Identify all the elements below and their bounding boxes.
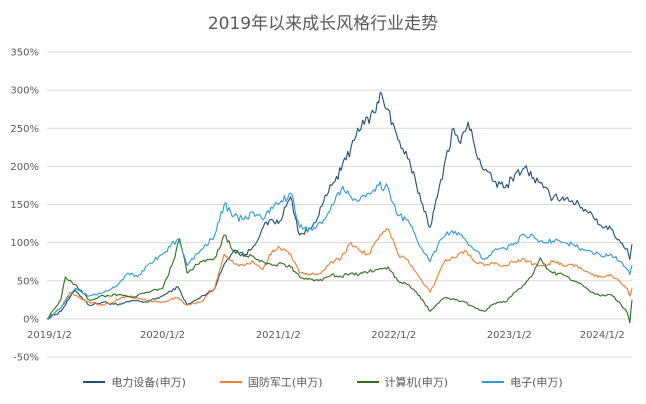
- series-line-4: [46, 181, 633, 320]
- x-tick-label: 2021/1/2: [256, 330, 301, 341]
- y-tick-label: 50%: [17, 276, 39, 287]
- y-tick-label: 0%: [23, 314, 39, 325]
- legend-label: 计算机(申万): [384, 376, 449, 389]
- series-lines: [46, 91, 633, 324]
- legend-item: 电力设备(申万): [83, 374, 186, 390]
- series-line-3: [46, 234, 633, 324]
- x-tick-label: 2020/1/2: [140, 330, 185, 341]
- x-tick-label: 2019/1/2: [27, 330, 72, 341]
- x-tick-label: 2024/1/2: [580, 330, 625, 341]
- y-tick-label: 300%: [10, 86, 39, 97]
- x-axis-ticks: 2019/1/2 2020/1/2 2021/1/2 2022/1/2 2023/1/2…: [27, 330, 625, 341]
- legend: 电力设备(申万) 国防军工(申万) 计算机(申万) 电子(申万): [0, 374, 646, 390]
- y-tick-label: 250%: [10, 124, 39, 135]
- series-line-1: [46, 91, 633, 320]
- y-tick-label: 200%: [10, 162, 39, 173]
- y-tick-label: 350%: [10, 48, 39, 59]
- y-axis-ticks: 350% 300% 250% 200% 150% 100% 50% 0% -50%: [10, 48, 39, 364]
- chart-title: 2019年以来成长风格行业走势: [207, 14, 439, 34]
- legend-item: 国防军工(申万): [219, 374, 323, 390]
- legend-item: 计算机(申万): [356, 374, 449, 390]
- y-tick-label: -50%: [13, 353, 39, 364]
- y-tick-label: 100%: [10, 238, 39, 249]
- legend-label: 电子(申万): [510, 376, 563, 389]
- series-line-2: [46, 228, 633, 320]
- legend-swatch: [356, 381, 379, 383]
- legend-item: 电子(申万): [482, 374, 563, 390]
- legend-swatch: [83, 381, 106, 383]
- legend-swatch: [219, 381, 242, 383]
- legend-label: 国防军工(申万): [247, 376, 323, 389]
- y-tick-label: 150%: [10, 200, 39, 211]
- x-tick-label: 2023/1/2: [487, 330, 532, 341]
- legend-label: 电力设备(申万): [111, 376, 186, 389]
- legend-swatch: [482, 381, 505, 383]
- gridlines: [47, 51, 632, 358]
- x-tick-label: 2022/1/2: [371, 330, 416, 341]
